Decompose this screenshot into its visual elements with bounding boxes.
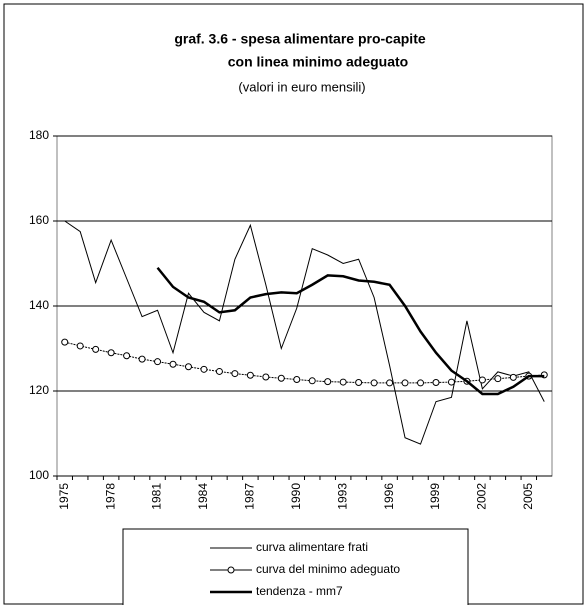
marker <box>324 378 332 386</box>
legend-label: curva del minimo adeguato <box>256 562 400 576</box>
marker <box>509 373 517 381</box>
marker <box>277 374 285 382</box>
marker <box>401 379 409 387</box>
series-line <box>64 220 545 445</box>
x-tick-label: 1993 <box>335 483 349 510</box>
marker <box>61 338 69 346</box>
marker <box>417 379 425 387</box>
marker <box>339 378 347 386</box>
marker <box>138 355 146 363</box>
marker <box>123 352 131 360</box>
marker <box>355 379 363 386</box>
x-tick-label: 1984 <box>196 483 210 510</box>
legend-label: tendenza - mm7 <box>256 584 343 598</box>
marker <box>478 376 486 384</box>
chart-subtitle: (valori in euro mensili) <box>238 79 365 94</box>
x-tick-label: 1996 <box>382 483 396 510</box>
marker <box>293 376 301 384</box>
marker <box>154 358 162 366</box>
y-tick-label: 160 <box>29 213 49 227</box>
marker <box>107 349 115 357</box>
marker <box>184 363 192 371</box>
x-tick-label: 1975 <box>57 483 71 510</box>
marker <box>76 342 84 350</box>
marker <box>432 379 440 386</box>
legend-marker <box>227 566 235 574</box>
marker <box>169 360 177 368</box>
series-line <box>156 266 545 396</box>
marker <box>246 371 254 379</box>
x-tick-label: 1999 <box>428 483 442 510</box>
y-tick-label: 100 <box>29 468 49 482</box>
marker <box>447 378 455 386</box>
marker <box>92 345 100 353</box>
marker <box>494 375 502 383</box>
x-tick-label: 1981 <box>150 483 164 510</box>
legend-label: curva alimentare frati <box>256 540 368 554</box>
marker <box>386 379 394 387</box>
x-tick-label: 2002 <box>475 483 489 510</box>
chart-title: con linea minimo adeguato <box>228 54 408 70</box>
x-tick-label: 1978 <box>103 483 117 510</box>
x-tick-label: 1987 <box>243 483 257 510</box>
x-tick-label: 2005 <box>521 483 535 510</box>
marker <box>262 373 270 381</box>
y-tick-label: 140 <box>29 298 49 312</box>
chart-title: graf. 3.6 - spesa alimentare pro-capite <box>174 31 426 47</box>
marker <box>200 365 208 373</box>
y-tick-label: 120 <box>29 383 49 397</box>
marker <box>370 379 378 387</box>
legend <box>122 528 469 610</box>
marker <box>308 377 316 385</box>
x-tick-label: 1990 <box>289 483 303 510</box>
series-line <box>64 341 545 384</box>
marker <box>231 370 239 378</box>
y-tick-label: 180 <box>29 128 49 142</box>
marker <box>215 367 223 375</box>
